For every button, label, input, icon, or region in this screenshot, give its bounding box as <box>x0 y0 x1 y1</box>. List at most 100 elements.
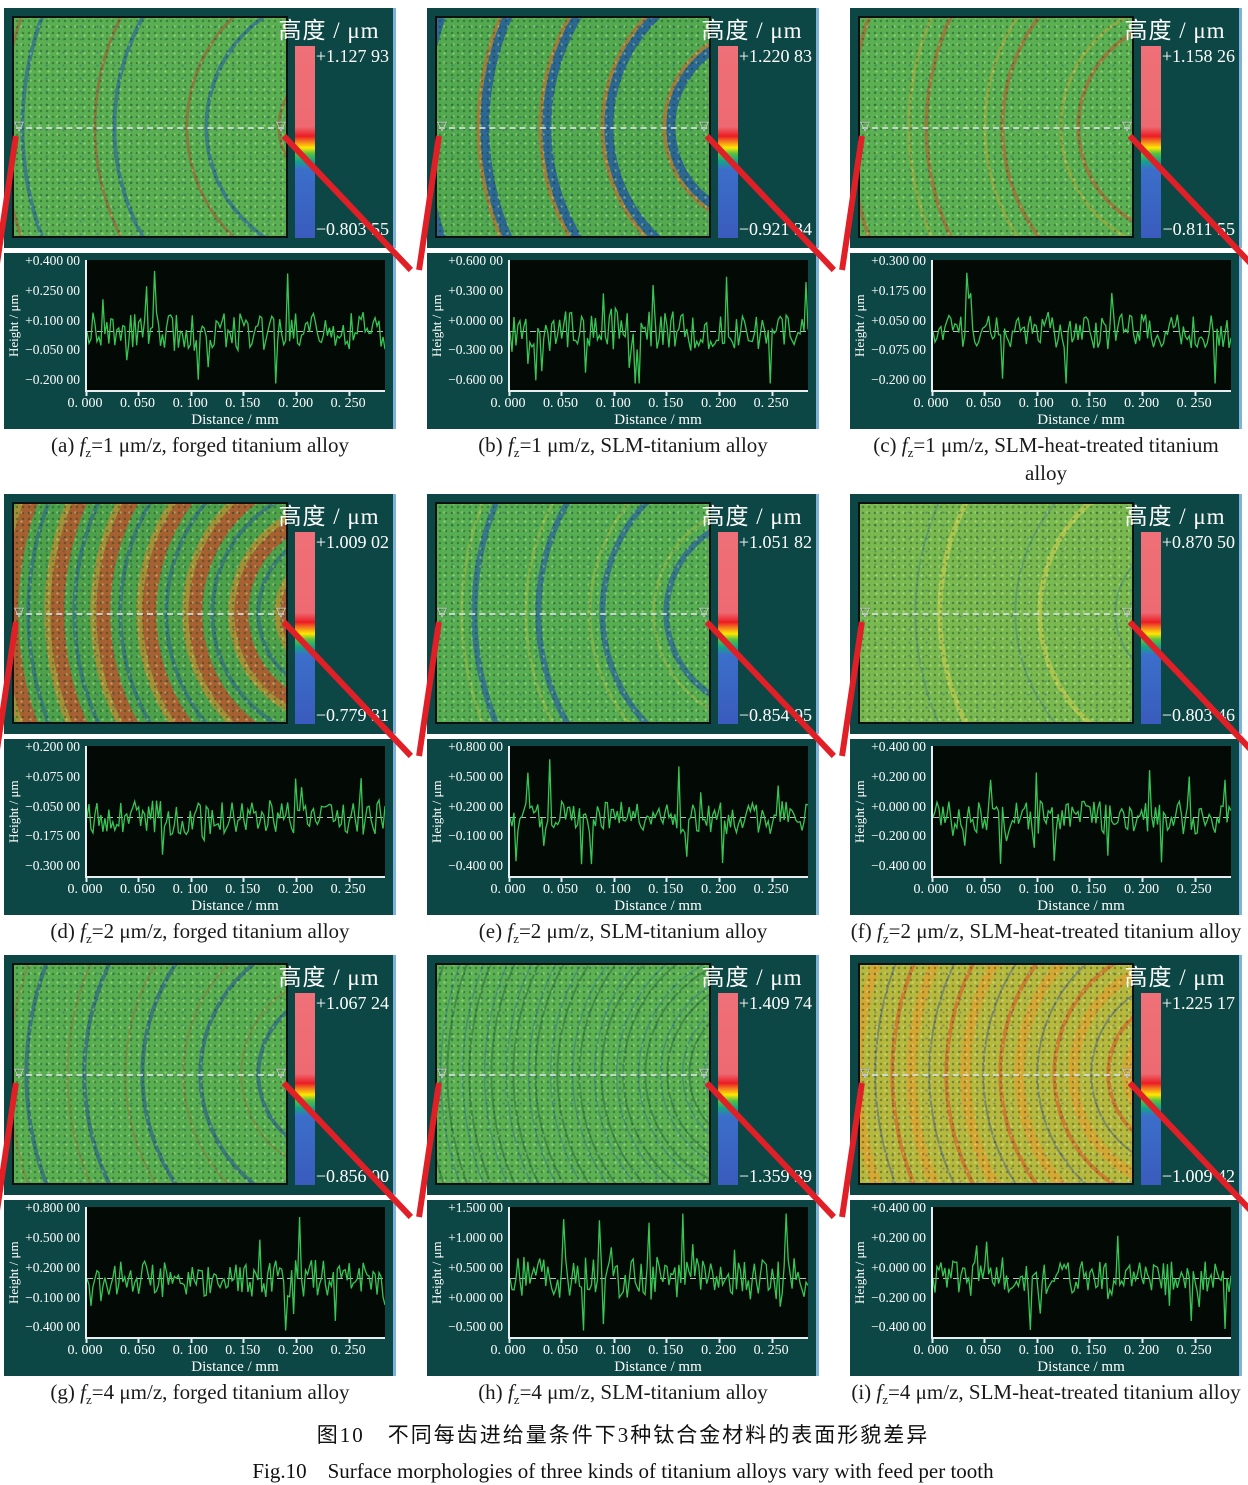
x-tick-label: 0. 000 <box>913 877 949 898</box>
profile-plot-area <box>508 746 808 879</box>
figure-caption-chinese: 图10 不同每齿进给量条件下3种钛合金材料的表面形貌差异 <box>316 1422 930 1447</box>
panel-caption: (d) fz=2 μm/z, forged titanium alloy <box>4 915 396 949</box>
colorbar-max-value: +1.009 02 <box>315 532 389 553</box>
x-tick-label: 0. 200 <box>1124 1338 1160 1359</box>
colorbar-min-value: −1.359 39 <box>738 1166 812 1187</box>
x-tick-label: 0. 150 <box>648 391 684 411</box>
y-tick-label: −0.400 00 <box>448 858 503 874</box>
y-tick-label: −0.175 00 <box>25 828 80 844</box>
fz-subscript: z <box>85 445 92 461</box>
surface-height-map: ▽ ▽ <box>858 16 1134 238</box>
scan-marker-left-icon: ▽ <box>14 119 24 134</box>
fz-italic: f <box>79 433 86 457</box>
scan-marker-left-icon: ▽ <box>14 1066 24 1082</box>
panel: ▽ ▽ 高度 / μm +1.220 83 −0.921 34 Height /… <box>416 8 837 488</box>
profile-xlabel: Distance / mm <box>191 1359 279 1376</box>
profile-curve <box>510 260 808 390</box>
feed-per-tooth-symbol: fz <box>79 433 92 461</box>
panel-caption-text: =1 μm/z, SLM-titanium alloy <box>519 433 768 457</box>
panel-caption: (c) fz=1 μm/z, SLM-heat-treated titanium… <box>850 429 1242 488</box>
x-tick-label: 0. 200 <box>278 391 314 411</box>
panel-caption-text: =2 μm/z, SLM-heat-treated titanium alloy <box>888 919 1242 944</box>
y-tick-label: +0.200 00 <box>25 1259 80 1275</box>
fz-italic: f <box>507 433 514 457</box>
profile-curve <box>87 260 385 390</box>
x-tick-label: 0. 250 <box>1176 1338 1212 1359</box>
profile-xtick-labels: 0. 000 0. 050 0. 100 0. 150 0. 200 0. 250 <box>68 391 385 412</box>
profile-curve <box>933 1207 1231 1337</box>
profile-scan-line: ▽ ▽ <box>860 606 1132 619</box>
y-tick-label: +0.300 00 <box>871 253 926 268</box>
profile-xlabel: Distance / mm <box>1037 898 1125 915</box>
profile-plot-area <box>85 746 385 879</box>
x-tick-label: 0. 250 <box>330 391 366 411</box>
y-tick-label: +0.200 00 <box>25 739 80 755</box>
panel-caption-index: (g) <box>50 1380 75 1405</box>
profile-xtick-labels: 0. 000 0. 050 0. 100 0. 150 0. 200 0. 250 <box>914 1338 1231 1359</box>
y-tick-label: +0.800 00 <box>25 1200 80 1216</box>
y-tick-label: +0.400 00 <box>871 739 926 755</box>
profile-scan-line: ▽ ▽ <box>437 1067 709 1080</box>
y-tick-label: −0.400 00 <box>871 1319 926 1335</box>
fz-subscript: z <box>882 931 889 947</box>
profile-plot-area <box>508 1207 808 1340</box>
profile-plot-box: Height / μm +0.600 00 +0.300 00 +0.000 00 −… <box>427 253 819 429</box>
colorbar-title: 高度 / μm <box>1124 18 1226 43</box>
x-tick-label: 0. 150 <box>648 877 684 898</box>
colorbar-min-value: −0.921 34 <box>738 219 812 239</box>
x-tick-label: 0. 100 <box>595 391 631 411</box>
profile-ytick-labels: +0.400 00 +0.200 00 +0.000 00 −0.200 00 −0.4… <box>869 739 931 873</box>
scan-marker-right-icon: ▽ <box>1122 119 1132 134</box>
surface-height-map: ▽ ▽ <box>435 502 711 725</box>
x-tick-label: 0. 100 <box>1018 1338 1054 1359</box>
fz-italic: f <box>80 919 87 944</box>
surface-map-box: ▽ ▽ 高度 / μm +1.158 26 −0.811 55 <box>839 8 1248 271</box>
profile-plot-box: Height / μm +0.400 00 +0.250 00 +0.100 00 −… <box>4 253 396 429</box>
scan-marker-left-icon: ▽ <box>437 1066 447 1082</box>
colorbar-min-value: −0.856 00 <box>315 1166 389 1187</box>
profile-ylabel: Height / μm <box>852 294 867 358</box>
fz-italic: f <box>876 1380 883 1405</box>
panel: ▽ ▽ 高度 / μm +1.127 93 −0.803 55 Height /… <box>0 8 414 488</box>
profile-plot-area <box>85 1207 385 1340</box>
profile-plot-area <box>931 260 1231 392</box>
x-tick-label: 0. 150 <box>1071 391 1107 411</box>
profile-ylabel: Height / μm <box>6 1242 21 1305</box>
profile-ytick-labels: +1.500 00 +1.000 00 +0.500 00 +0.000 00 −0.5… <box>446 1201 508 1335</box>
panel: ▽ ▽ 高度 / μm +1.067 24 −0.856 00 Height /… <box>0 955 414 1410</box>
y-tick-label: +0.100 00 <box>25 312 80 328</box>
panel-caption-text: =4 μm/z, SLM-heat-treated titanium alloy <box>888 1380 1241 1405</box>
profile-xlabel: Distance / mm <box>614 412 702 428</box>
surface-map-box: ▽ ▽ 高度 / μm +1.409 74 −1.359 39 <box>416 955 837 1220</box>
figure-grid: ▽ ▽ 高度 / μm +1.127 93 −0.803 55 Height /… <box>0 8 1248 1411</box>
x-tick-label: 0. 150 <box>225 1338 261 1359</box>
y-tick-label: +0.400 00 <box>871 1200 926 1216</box>
feed-per-tooth-symbol: fz <box>902 433 914 460</box>
profile-xlabel: Distance / mm <box>614 1359 702 1376</box>
surface-height-map: ▽ ▽ <box>12 16 288 238</box>
profile-ytick-labels: +0.800 00 +0.500 00 +0.200 00 −0.100 00 −0.4… <box>23 1200 85 1334</box>
profile-curve <box>87 1207 385 1337</box>
y-tick-label: +1.000 00 <box>448 1230 503 1246</box>
panel-caption-index: (f) <box>850 919 872 944</box>
panel-caption-index: (e) <box>478 919 503 944</box>
y-tick-label: +0.175 00 <box>871 282 926 298</box>
y-tick-label: −0.500 00 <box>448 1319 503 1335</box>
y-tick-label: +0.800 00 <box>448 739 503 755</box>
y-tick-label: −0.600 00 <box>448 372 503 387</box>
profile-plot-box: Height / μm +0.200 00 +0.075 00 −0.050 00 −… <box>4 739 396 916</box>
panel-caption: (b) fz=1 μm/z, SLM-titanium alloy <box>427 429 819 463</box>
colorbar-max-value: +1.409 74 <box>738 993 812 1014</box>
colorbar-min-value: −0.803 46 <box>1161 705 1235 726</box>
y-tick-label: −0.300 00 <box>25 858 80 874</box>
profile-curve <box>510 746 808 876</box>
y-tick-label: −0.200 00 <box>871 828 926 844</box>
colorbar-max-value: +1.051 82 <box>738 532 812 553</box>
profile-scan-line: ▽ ▽ <box>14 120 286 133</box>
y-tick-label: +0.050 00 <box>871 312 926 328</box>
panel-caption-text: =1 μm/z, forged titanium alloy <box>91 433 349 457</box>
x-tick-label: 0. 050 <box>966 391 1001 411</box>
feed-per-tooth-symbol: fz <box>876 1380 888 1407</box>
panel: ▽ ▽ 高度 / μm +0.870 50 −0.803 46 Height /… <box>839 494 1248 949</box>
panel-caption-text: =2 μm/z, forged titanium alloy <box>91 919 350 944</box>
